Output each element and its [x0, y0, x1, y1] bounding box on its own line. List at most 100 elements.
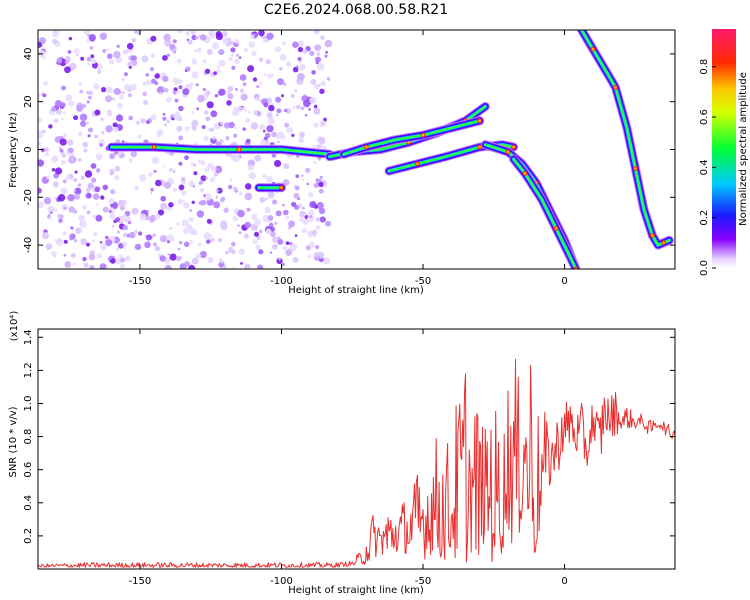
noise-speckle [115, 217, 121, 223]
noise-speckle [263, 102, 269, 108]
noise-speckle [106, 110, 113, 117]
noise-speckle [266, 112, 273, 118]
noise-speckle [242, 106, 246, 110]
noise-speckle [282, 179, 290, 186]
noise-speckle [282, 203, 285, 207]
noise-speckle [73, 193, 81, 200]
noise-speckle [92, 239, 96, 243]
noise-speckle [38, 41, 42, 48]
noise-speckle [128, 158, 133, 163]
noise-speckle [69, 62, 77, 71]
noise-speckle [106, 48, 110, 52]
noise-speckle [67, 194, 75, 202]
heatmap-hotspot-core [523, 172, 527, 175]
noise-speckle [310, 79, 317, 85]
noise-speckle [162, 55, 168, 61]
noise-speckle [159, 91, 163, 95]
noise-speckle [231, 242, 236, 247]
noise-speckle [99, 240, 103, 244]
noise-speckle [254, 219, 262, 226]
noise-speckle [78, 214, 85, 222]
heatmap-hotspot-core [421, 134, 425, 137]
noise-speckle [285, 241, 290, 246]
noise-speckle [304, 113, 308, 117]
noise-speckle [294, 234, 298, 237]
noise-speckle [225, 136, 230, 141]
noise-speckle [128, 65, 132, 69]
noise-speckle [315, 245, 320, 250]
snr-series-line [38, 358, 675, 568]
noise-speckle [272, 243, 278, 250]
noise-speckle [38, 187, 42, 194]
noise-speckle [319, 175, 323, 179]
colorbar-gradient [712, 29, 736, 268]
noise-speckle [281, 94, 284, 98]
noise-speckle [172, 90, 177, 95]
noise-speckle [199, 34, 207, 41]
noise-speckle [292, 105, 296, 109]
noise-speckle [258, 57, 264, 63]
noise-speckle [253, 109, 259, 116]
noise-speckle [228, 121, 235, 129]
noise-speckle [134, 185, 140, 191]
noise-speckle [242, 127, 246, 131]
noise-speckle [267, 215, 274, 221]
noise-speckle [318, 181, 324, 188]
noise-speckle [311, 229, 318, 236]
noise-speckle [260, 35, 264, 39]
noise-speckle [184, 261, 190, 267]
noise-speckle [283, 108, 288, 113]
noise-speckle [243, 233, 249, 239]
snr-y-multiplier: (x10⁴) [9, 311, 20, 342]
noise-speckle [160, 202, 168, 210]
noise-speckle [68, 147, 74, 154]
noise-speckle [314, 30, 320, 34]
x-tick-label: -100 [270, 276, 293, 287]
heatmap-y-axis: -40 -20 0 20 40 [23, 48, 675, 253]
noise-speckle [277, 78, 284, 86]
noise-speckle [119, 263, 126, 269]
heatmap-hotspot-core [662, 241, 665, 244]
noise-speckle [209, 127, 215, 133]
noise-speckle [131, 207, 139, 215]
noise-speckle [73, 178, 77, 182]
noise-speckle [177, 91, 180, 94]
noise-speckle [228, 57, 233, 62]
noise-speckle [134, 243, 142, 251]
noise-speckle [63, 133, 67, 137]
noise-speckle [312, 234, 316, 238]
noise-speckle [86, 242, 90, 247]
noise-speckle [156, 132, 162, 138]
noise-speckle [197, 242, 202, 247]
noise-speckle [109, 153, 115, 160]
noise-speckle [60, 187, 68, 195]
noise-speckle [164, 123, 167, 127]
noise-speckle [58, 218, 63, 223]
noise-speckle [252, 239, 258, 245]
noise-speckle [100, 117, 104, 121]
noise-speckle [44, 232, 48, 235]
colorbar-tick-label: 0.8 [699, 59, 710, 75]
noise-speckle [38, 130, 44, 139]
noise-speckle [42, 129, 46, 134]
y-tick-label: -20 [23, 189, 34, 205]
noise-speckle [52, 38, 58, 45]
noise-speckle [182, 199, 185, 202]
noise-speckle [232, 154, 240, 163]
noise-speckle [299, 131, 305, 138]
noise-speckle [159, 130, 163, 134]
noise-speckle [221, 31, 228, 37]
noise-speckle [139, 213, 147, 221]
noise-speckle [199, 187, 205, 193]
noise-speckle [269, 251, 273, 254]
noise-speckle [274, 159, 282, 168]
noise-speckle [128, 221, 132, 225]
noise-speckle [215, 195, 219, 199]
noise-speckle [112, 122, 118, 128]
noise-speckle [313, 182, 319, 188]
noise-speckle [197, 159, 202, 164]
noise-speckle [285, 215, 290, 220]
noise-speckle [119, 94, 124, 100]
noise-speckle [178, 79, 183, 84]
heatmap-hotspot-core [634, 167, 637, 170]
